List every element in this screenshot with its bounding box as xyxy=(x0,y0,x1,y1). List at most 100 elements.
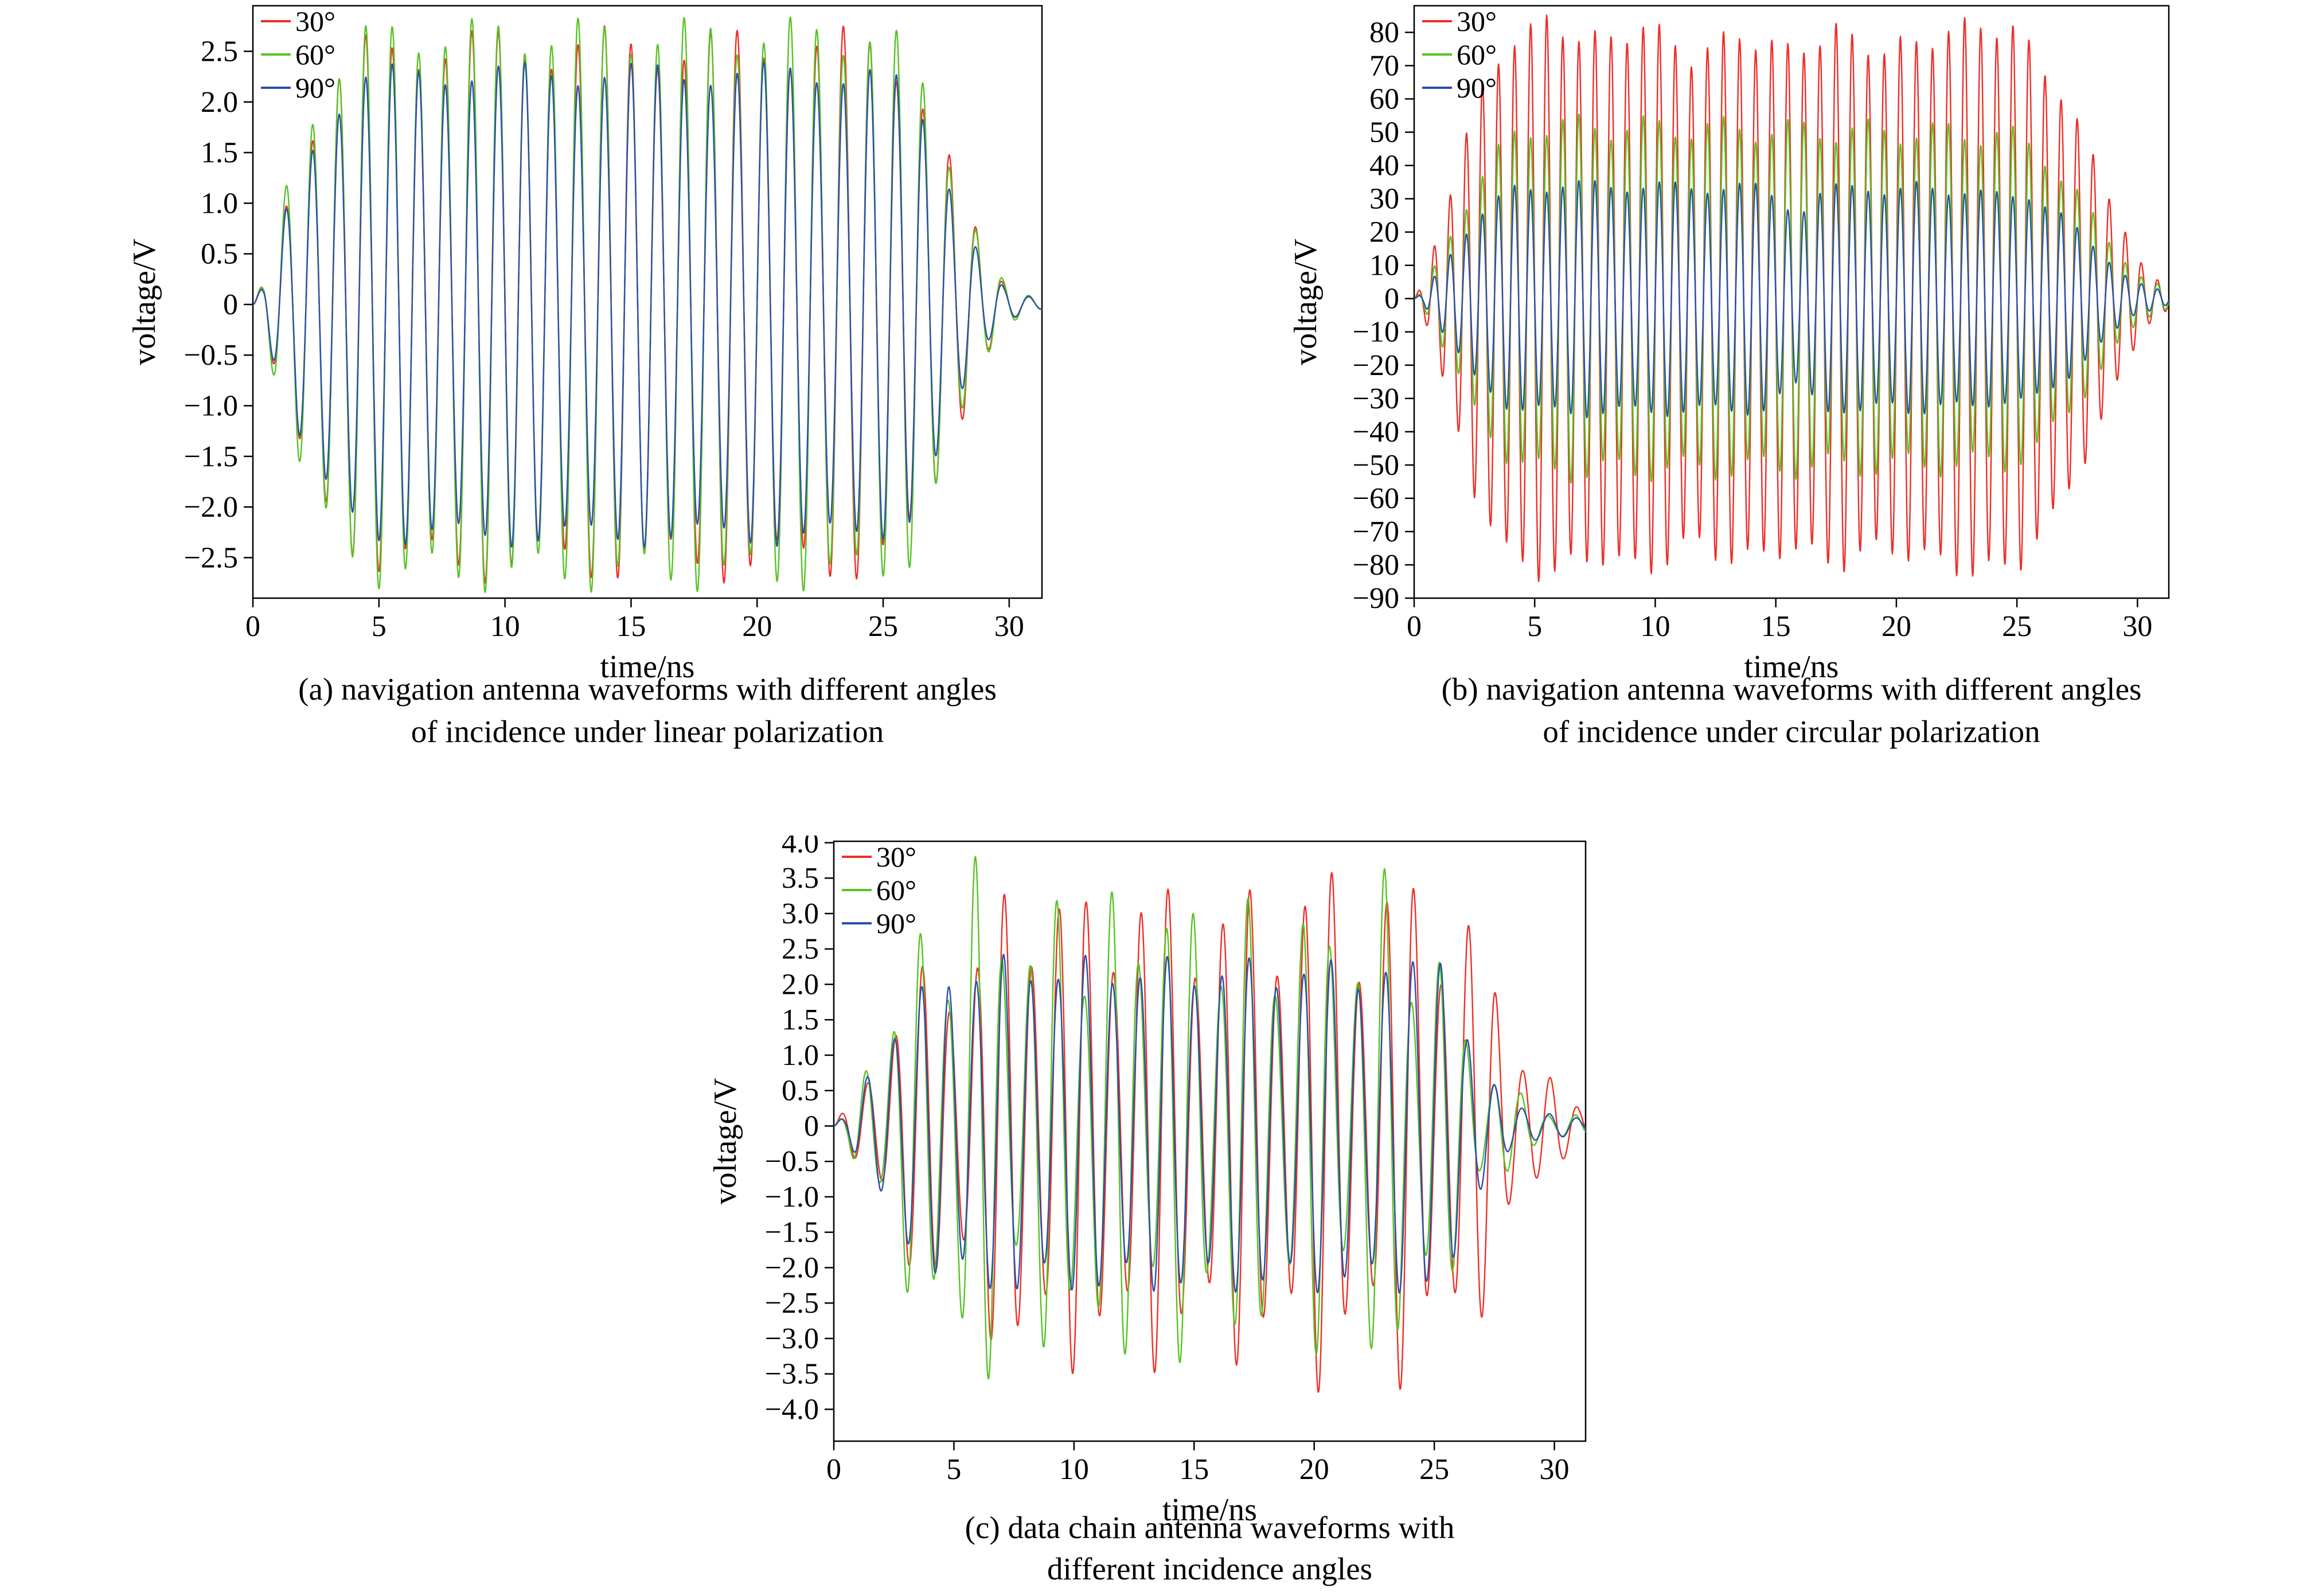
y-tick-label-b: −40 xyxy=(1353,416,1399,448)
y-tick-label-a: −0.5 xyxy=(184,339,238,372)
y-tick-label-b: −80 xyxy=(1353,549,1399,582)
legend-label-30deg: 30° xyxy=(1457,5,1497,37)
y-axis-label-c: voltage/V xyxy=(711,1078,743,1205)
x-tick-label-a: 10 xyxy=(490,610,520,643)
y-tick-label-c: −2.0 xyxy=(765,1251,819,1284)
plot-area-c xyxy=(834,856,1586,1393)
x-tick-label-b: 25 xyxy=(2002,610,2032,643)
y-tick-label-c: −1.5 xyxy=(765,1216,819,1249)
caption-a-line2: of incidence under linear polarization xyxy=(411,714,884,749)
y-tick-label-c: 2.5 xyxy=(782,933,819,966)
legend-label-60deg: 60° xyxy=(295,38,335,71)
series-line-90deg xyxy=(253,61,1042,548)
x-tick-label-c: 10 xyxy=(1059,1453,1089,1486)
series-line-30deg xyxy=(834,872,1586,1393)
caption-b-line2: of incidence under circular polarization xyxy=(1543,714,2040,749)
y-tick-label-b: −20 xyxy=(1353,349,1399,382)
y-tick-label-a: 0.5 xyxy=(201,238,238,271)
caption-c-line2: different incidence angles xyxy=(1047,1551,1373,1586)
y-tick-label-b: −60 xyxy=(1353,482,1399,515)
y-tick-label-c: 3.5 xyxy=(782,862,819,895)
legend-label-90deg: 90° xyxy=(876,907,916,939)
y-tick-label-a: 1.0 xyxy=(201,187,238,220)
legend-a: 30°60°90° xyxy=(261,5,335,104)
waveform-chart-c: 0 5 10 15 20 25 304.03.53.02.52.01.51.00.50−0.… xyxy=(711,836,1587,1528)
axis-frame-a xyxy=(252,5,1043,599)
y-axis-label-b: voltage/V xyxy=(1291,239,1324,365)
legend-c: 30°60°90° xyxy=(842,841,916,939)
caption-c-line1: (c) data chain antenna waveforms with xyxy=(965,1510,1455,1545)
y-tick-label-c: 2.0 xyxy=(782,968,819,1001)
x-tick-label-c: 5 xyxy=(946,1453,961,1486)
y-tick-label-c: −3.0 xyxy=(765,1322,819,1355)
y-tick-label-b: 80 xyxy=(1369,16,1399,49)
x-tick-label-b: 30 xyxy=(2122,610,2152,643)
waveform-chart-a: 0 5 10 15 20 25 30 2.5 2.0 1.5 1.0 0.5 0 −0.5 −1.0 −1.5… xyxy=(130,5,1043,685)
x-axis-label-c: time/ns xyxy=(1162,1492,1257,1528)
y-tick-label-c: 1.5 xyxy=(782,1004,819,1036)
x-tick-label-b: 5 xyxy=(1527,610,1542,643)
y-tick-label-b: 30 xyxy=(1369,183,1399,216)
legend-label-60deg: 60° xyxy=(1457,38,1497,71)
x-tick-label-c: 30 xyxy=(1540,1453,1570,1486)
y-tick-label-c: 0.5 xyxy=(782,1075,819,1107)
caption-a-line1: (a) navigation antenna waveforms with di… xyxy=(298,672,997,707)
legend-label-60deg: 60° xyxy=(876,874,916,906)
y-tick-label-b: −90 xyxy=(1353,582,1399,615)
y-tick-label-c: 1.0 xyxy=(782,1039,819,1072)
legend-b: 30°60°90° xyxy=(1422,5,1497,104)
y-tick-label-a: −2.5 xyxy=(184,541,238,574)
y-tick-label-b: −30 xyxy=(1353,383,1399,415)
y-tick-label-a: 2.5 xyxy=(201,35,238,68)
axis-frame-c xyxy=(833,840,1587,1442)
y-tick-label-b: 10 xyxy=(1369,249,1399,282)
y-tick-label-b: −10 xyxy=(1353,316,1399,349)
y-tick-label-c: −2.5 xyxy=(765,1287,819,1320)
y-tick-label-b: 60 xyxy=(1369,83,1399,115)
caption-c: (c) data chain antenna waveforms with di… xyxy=(834,1507,1586,1590)
x-tick-label-a: 25 xyxy=(868,610,898,643)
series-line-60deg xyxy=(834,856,1586,1380)
x-tick-label-a: 15 xyxy=(616,610,646,643)
x-tick-label-c: 0 xyxy=(826,1453,841,1486)
x-tick-label-b: 15 xyxy=(1761,610,1791,643)
waveform-chart-b: 0 5 10 15 20 25 3080706050403020100−10−20−30−4… xyxy=(1291,5,2170,685)
x-tick-label-c: 15 xyxy=(1179,1453,1209,1486)
y-tick-label-b: 40 xyxy=(1369,150,1399,182)
legend-label-30deg: 30° xyxy=(876,841,916,873)
y-tick-label-b: −50 xyxy=(1353,449,1399,482)
legend-label-90deg: 90° xyxy=(1457,72,1497,104)
x-axis-label-a: time/ns xyxy=(600,649,695,685)
series-line-90deg xyxy=(1414,179,2169,419)
x-tick-label-a: 5 xyxy=(372,610,387,643)
y-tick-label-a: −1.0 xyxy=(184,389,238,422)
x-tick-label-a: 20 xyxy=(742,610,772,643)
x-tick-label-a: 30 xyxy=(994,610,1024,643)
x-tick-label-c: 20 xyxy=(1299,1453,1329,1486)
y-tick-label-b: 70 xyxy=(1369,49,1399,82)
x-axis-label-b: time/ns xyxy=(1744,649,1839,685)
y-tick-label-a: 2.0 xyxy=(201,86,238,119)
y-axis-label-a: voltage/V xyxy=(130,239,162,365)
y-tick-label-c: 3.0 xyxy=(782,897,819,930)
y-tick-label-b: 20 xyxy=(1369,216,1399,249)
y-tick-label-a: −2.0 xyxy=(184,491,238,524)
y-tick-label-b: 50 xyxy=(1369,116,1399,149)
y-tick-label-c: −3.5 xyxy=(765,1358,819,1391)
y-tick-label-c: −1.0 xyxy=(765,1181,819,1213)
x-tick-label-a: 0 xyxy=(245,610,260,643)
legend-label-30deg: 30° xyxy=(295,5,335,37)
y-tick-label-c: 4.0 xyxy=(782,836,819,859)
caption-a: (a) navigation antenna waveforms with di… xyxy=(253,668,1042,753)
x-tick-label-c: 25 xyxy=(1419,1453,1449,1486)
y-tick-label-a: 0 xyxy=(223,288,238,321)
y-tick-label-c: −4.0 xyxy=(765,1393,819,1426)
x-tick-label-b: 20 xyxy=(1882,610,1911,643)
legend-label-90deg: 90° xyxy=(295,72,335,104)
caption-b-line1: (b) navigation antenna waveforms with di… xyxy=(1441,672,2142,707)
x-tick-label-b: 10 xyxy=(1640,610,1670,643)
y-tick-label-b: −70 xyxy=(1353,516,1399,548)
y-tick-label-a: 1.5 xyxy=(201,136,238,169)
y-tick-label-a: −1.5 xyxy=(184,440,238,473)
